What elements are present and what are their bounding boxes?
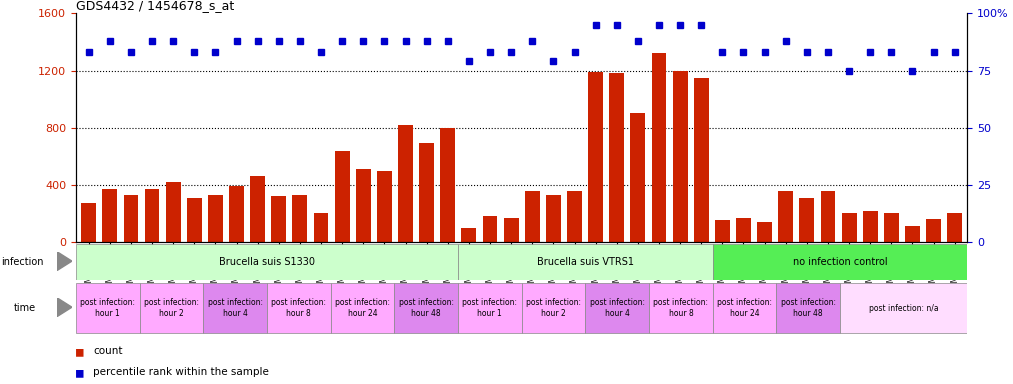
Bar [124,195,139,242]
Text: percentile rank within the sample: percentile rank within the sample [93,367,269,377]
Bar [76,244,458,280]
Bar [503,218,519,242]
Bar [776,283,840,333]
Bar [208,195,223,242]
Text: post infection:
hour 8: post infection: hour 8 [653,298,708,318]
Text: post infection:
hour 4: post infection: hour 4 [208,298,262,318]
Text: post infection:
hour 48: post infection: hour 48 [781,298,836,318]
Bar [462,228,476,242]
Bar [522,283,586,333]
Text: post infection:
hour 4: post infection: hour 4 [590,298,644,318]
Text: post infection:
hour 1: post infection: hour 1 [462,298,518,318]
Text: post infection: n/a: post infection: n/a [869,304,939,313]
Bar [102,189,118,242]
Text: time: time [14,303,36,313]
Text: post infection:
hour 24: post infection: hour 24 [717,298,772,318]
Bar [694,78,709,242]
Bar [630,113,645,242]
Text: post infection:
hour 24: post infection: hour 24 [335,298,390,318]
Text: Brucella suis S1330: Brucella suis S1330 [219,257,315,267]
Bar [673,71,688,242]
Text: post infection:
hour 48: post infection: hour 48 [399,298,454,318]
Bar [947,214,962,242]
Bar [441,128,455,242]
Bar [546,195,561,242]
Bar [758,222,772,242]
Bar [271,196,286,242]
Bar [140,283,204,333]
Bar [842,214,857,242]
Bar [905,226,920,242]
Bar [736,218,751,242]
Text: Brucella suis VTRS1: Brucella suis VTRS1 [537,257,634,267]
Bar [863,211,877,242]
Bar [229,186,244,242]
Bar [394,283,458,333]
Bar [314,214,328,242]
Bar [821,191,836,242]
Bar [458,244,713,280]
Bar [334,151,349,242]
Text: ■: ■ [76,366,83,379]
Bar [651,53,667,242]
Bar [884,214,899,242]
Bar [713,244,967,280]
Text: GDS4432 / 1454678_s_at: GDS4432 / 1454678_s_at [76,0,234,12]
Bar [166,182,180,242]
Polygon shape [57,252,72,271]
Bar [419,143,434,242]
Bar [398,125,413,242]
Bar [778,191,793,242]
Bar [250,176,265,242]
Polygon shape [57,298,72,317]
Bar [145,189,159,242]
Bar [713,283,776,333]
Bar [586,283,649,333]
Bar [926,219,941,242]
Text: post infection:
hour 2: post infection: hour 2 [526,298,581,318]
Bar [715,220,729,242]
Text: ■: ■ [76,345,83,358]
Bar [330,283,394,333]
Bar [610,73,624,242]
Bar [567,191,581,242]
Bar [293,195,307,242]
Text: infection: infection [1,257,44,267]
Text: post infection:
hour 1: post infection: hour 1 [80,298,136,318]
Bar [799,198,814,242]
Text: post infection:
hour 2: post infection: hour 2 [144,298,199,318]
Bar [525,191,540,242]
Bar [482,216,497,242]
Bar [840,283,967,333]
Bar [81,204,96,242]
Bar [186,198,202,242]
Text: post infection:
hour 8: post infection: hour 8 [271,298,326,318]
Bar [204,283,267,333]
Bar [589,72,603,242]
Bar [649,283,713,333]
Bar [458,283,522,333]
Bar [76,283,140,333]
Text: no infection control: no infection control [793,257,887,267]
Bar [356,169,371,242]
Text: count: count [93,346,123,356]
Bar [377,170,392,242]
Bar [267,283,330,333]
